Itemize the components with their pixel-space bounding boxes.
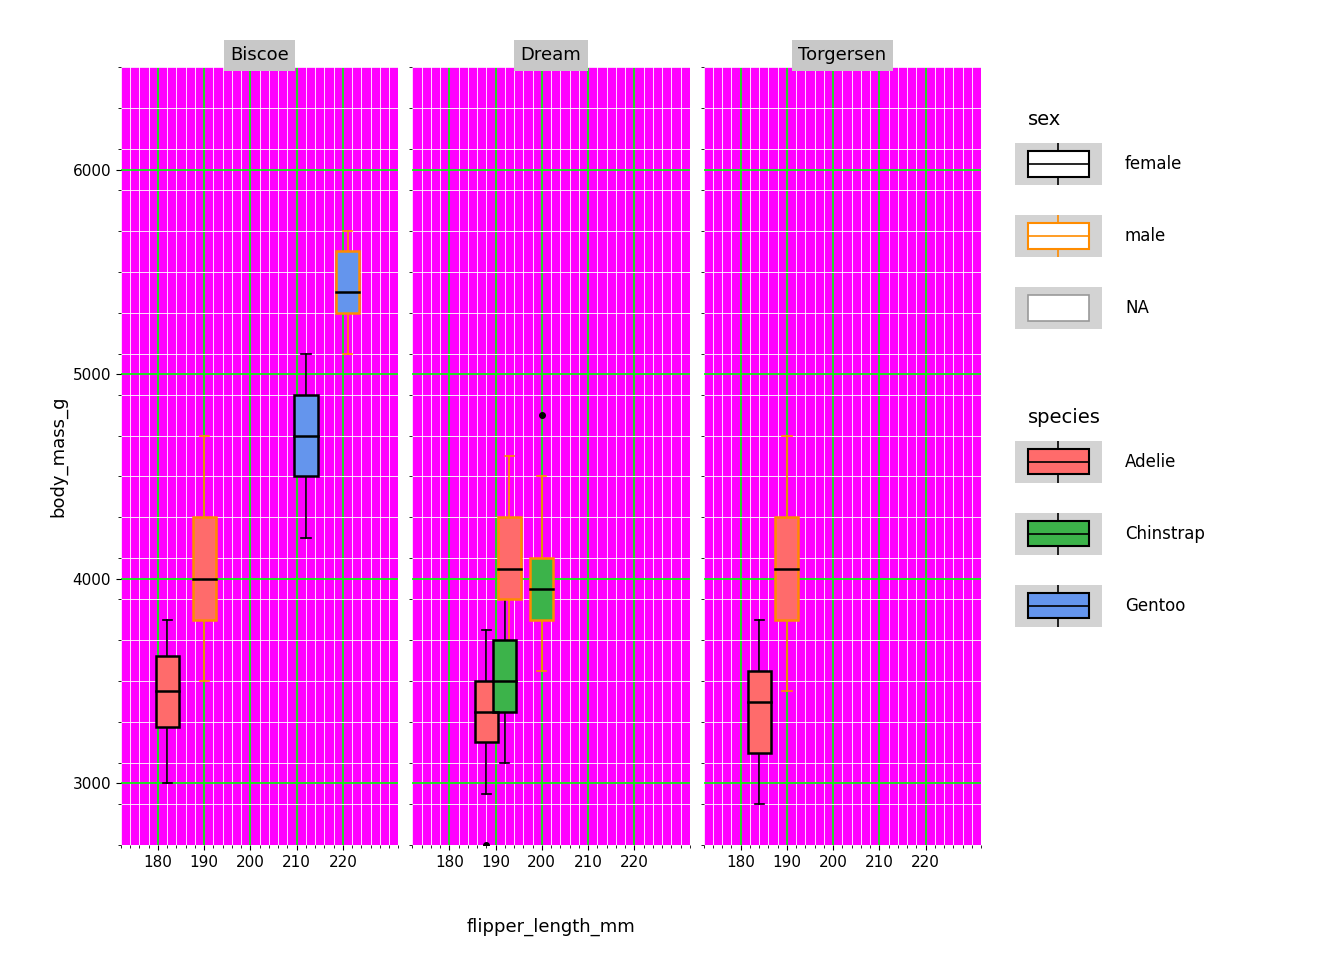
Bar [1028, 449, 1089, 474]
Bar [497, 517, 521, 599]
Text: Gentoo: Gentoo [1125, 597, 1185, 614]
Title: Dream: Dream [520, 46, 582, 64]
Title: Torgersen: Torgersen [798, 46, 887, 64]
Title: Biscoe: Biscoe [230, 46, 289, 64]
Text: male: male [1125, 228, 1167, 245]
Bar [493, 640, 516, 711]
Bar [775, 517, 798, 620]
Bar [1028, 224, 1089, 249]
Bar [192, 517, 216, 620]
Bar [1028, 296, 1089, 321]
Bar [747, 671, 770, 753]
Bar [1028, 521, 1089, 546]
Bar [336, 252, 359, 313]
Bar [474, 681, 497, 742]
Text: species: species [1028, 408, 1101, 427]
Bar [531, 559, 554, 620]
Text: sex: sex [1028, 110, 1062, 130]
Text: Chinstrap: Chinstrap [1125, 525, 1204, 542]
Bar [1028, 593, 1089, 618]
Text: female: female [1125, 156, 1183, 173]
Bar [156, 656, 179, 727]
Bar [294, 395, 317, 476]
Y-axis label: body_mass_g: body_mass_g [48, 396, 67, 516]
Text: flipper_length_mm: flipper_length_mm [466, 917, 636, 936]
Text: Adelie: Adelie [1125, 453, 1176, 470]
Bar [1028, 152, 1089, 177]
Text: NA: NA [1125, 300, 1149, 317]
